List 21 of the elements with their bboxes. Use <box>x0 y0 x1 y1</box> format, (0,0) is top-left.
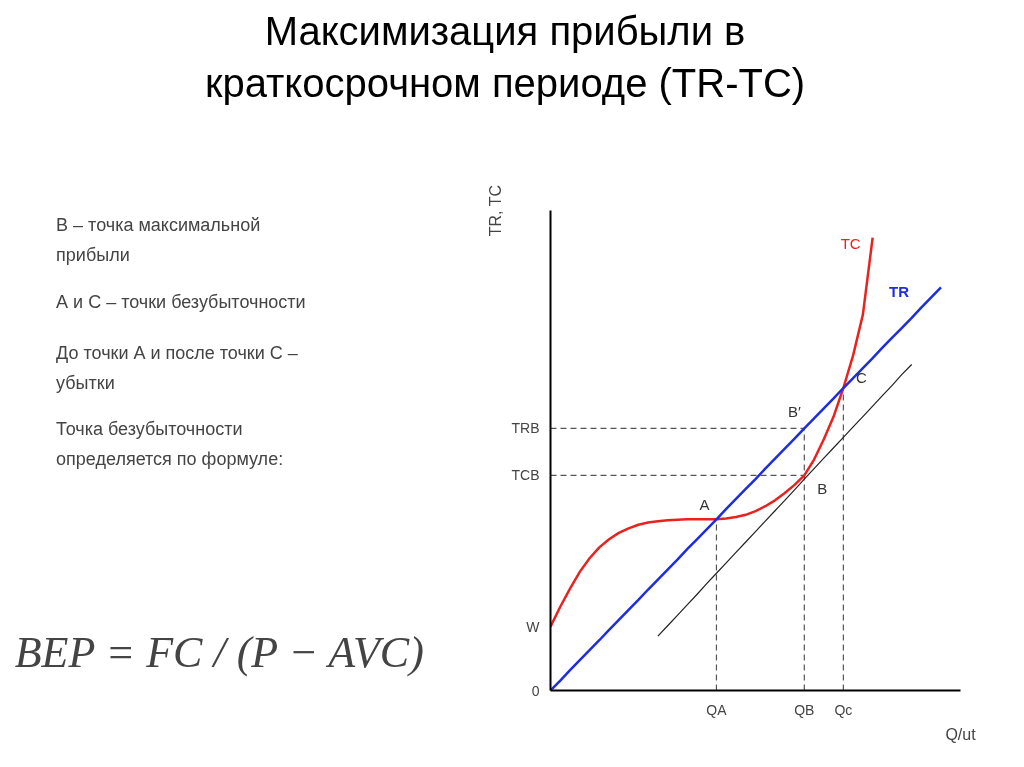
chart-title: Максимизация прибыли в краткосрочном периоде (TR-TC) <box>203 8 807 107</box>
ref-line-label: TCB <box>511 467 540 484</box>
annotation: B′ <box>787 403 801 421</box>
text: W <box>526 618 541 635</box>
x-tick-label: QA <box>706 701 728 718</box>
x-tick-label: Qc <box>834 701 853 718</box>
annotation: B <box>817 480 828 498</box>
series-label: TR <box>888 282 910 300</box>
text: 0 <box>531 682 540 699</box>
series-label: TC <box>840 235 861 253</box>
text: До точки А и после точки С – убытки <box>56 342 298 393</box>
x-tick-label: QB <box>794 701 815 718</box>
text: Точка безубыточности определяется по формуле: <box>56 419 284 470</box>
x-axis-title: Q/ut <box>945 725 977 743</box>
annotation: C <box>855 369 867 387</box>
y-axis-title: TR, TC <box>486 185 504 237</box>
annotation: A <box>699 496 710 514</box>
ref-line-label: TRB <box>511 420 540 437</box>
text: BEP = FC / (P − AVC) <box>14 627 424 677</box>
text: B – точка максимальной прибыли <box>56 215 261 266</box>
text: А и С – точки безубыточности <box>56 292 306 313</box>
